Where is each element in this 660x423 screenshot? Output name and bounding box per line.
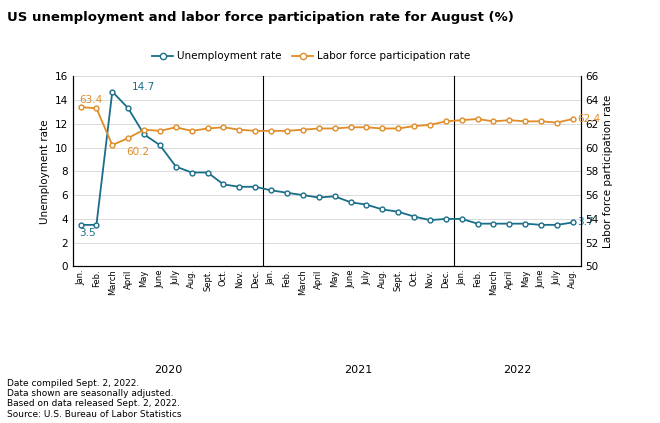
Text: 3.5: 3.5 xyxy=(79,228,96,239)
Y-axis label: Labor force participation rate: Labor force participation rate xyxy=(603,95,613,248)
Text: 63.4: 63.4 xyxy=(79,95,102,105)
Text: 3.7: 3.7 xyxy=(578,217,594,228)
Text: US unemployment and labor force participation rate for August (%): US unemployment and labor force particip… xyxy=(7,11,513,24)
Text: 60.2: 60.2 xyxy=(127,147,150,157)
Text: 14.7: 14.7 xyxy=(131,82,154,92)
Text: Date compiled Sept. 2, 2022.
Data shown are seasonally adjusted.
Based on data r: Date compiled Sept. 2, 2022. Data shown … xyxy=(7,379,181,419)
Text: 2020: 2020 xyxy=(154,365,182,376)
Legend: Unemployment rate, Labor force participation rate: Unemployment rate, Labor force participa… xyxy=(148,47,475,66)
Text: 2022: 2022 xyxy=(503,365,531,376)
Text: 2021: 2021 xyxy=(345,365,373,376)
Text: 62.4: 62.4 xyxy=(578,114,601,124)
Y-axis label: Unemployment rate: Unemployment rate xyxy=(40,119,50,224)
